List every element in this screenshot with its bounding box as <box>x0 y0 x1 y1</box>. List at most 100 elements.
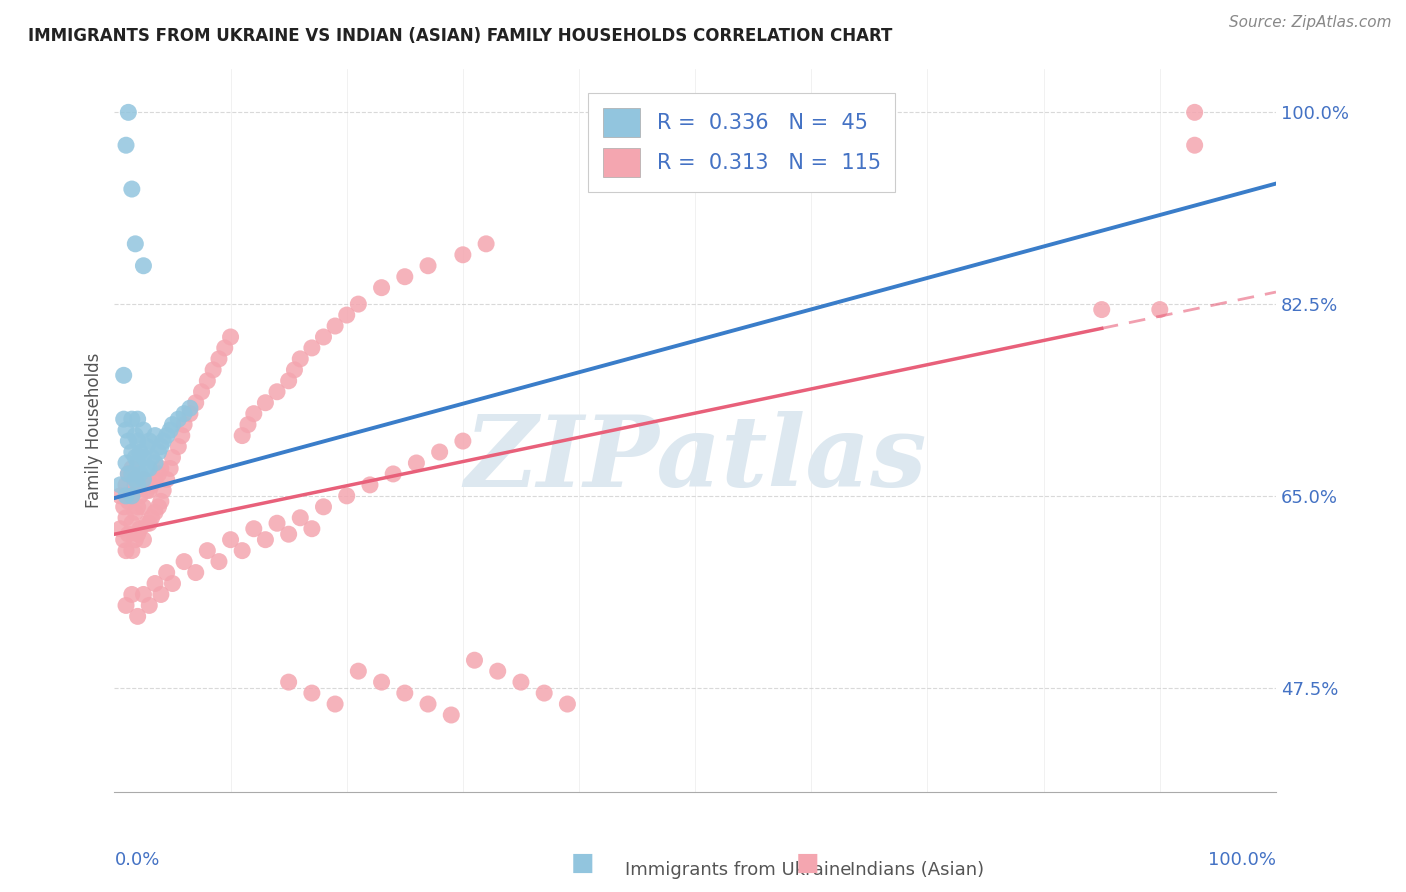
Point <box>117 105 139 120</box>
Point <box>121 489 143 503</box>
Point <box>124 236 146 251</box>
Point <box>219 330 242 344</box>
Point <box>323 697 346 711</box>
Point <box>115 478 138 492</box>
Point <box>231 543 253 558</box>
Point <box>179 407 201 421</box>
Point <box>127 500 149 514</box>
Text: ■: ■ <box>796 851 820 875</box>
Point <box>129 489 152 503</box>
Point <box>138 483 160 498</box>
Point <box>219 533 242 547</box>
Point <box>124 478 146 492</box>
Text: 0.0%: 0.0% <box>114 851 160 869</box>
Point <box>301 686 323 700</box>
Point <box>290 351 312 366</box>
Point <box>510 675 533 690</box>
Text: Indians (Asian): Indians (Asian) <box>849 861 984 879</box>
Point <box>159 423 181 437</box>
Point <box>121 587 143 601</box>
Point <box>110 489 132 503</box>
Point <box>115 489 138 503</box>
Point <box>429 445 451 459</box>
Point <box>124 505 146 519</box>
Point <box>301 341 323 355</box>
Point <box>121 543 143 558</box>
Point <box>214 341 236 355</box>
Point <box>463 653 485 667</box>
Point <box>132 259 155 273</box>
Point <box>138 434 160 448</box>
Point <box>127 412 149 426</box>
Point <box>162 417 184 432</box>
Point <box>202 363 225 377</box>
Point <box>277 675 299 690</box>
Text: Immigrants from Ukraine: Immigrants from Ukraine <box>624 861 851 879</box>
Point <box>121 412 143 426</box>
Point <box>170 428 193 442</box>
Point <box>173 417 195 432</box>
Point <box>148 445 170 459</box>
Point <box>115 510 138 524</box>
Point <box>124 472 146 486</box>
Point <box>254 533 277 547</box>
Point <box>149 461 172 475</box>
Point <box>184 395 207 409</box>
Point <box>121 461 143 475</box>
Point <box>440 708 463 723</box>
Point <box>179 401 201 416</box>
Point <box>156 472 179 486</box>
Point <box>190 384 212 399</box>
Point <box>138 461 160 475</box>
Point <box>370 280 392 294</box>
Text: IMMIGRANTS FROM UKRAINE VS INDIAN (ASIAN) FAMILY HOUSEHOLDS CORRELATION CHART: IMMIGRANTS FROM UKRAINE VS INDIAN (ASIAN… <box>28 27 893 45</box>
Point <box>121 467 143 481</box>
Point <box>124 450 146 465</box>
Point <box>129 445 152 459</box>
Point <box>149 587 172 601</box>
Point <box>382 467 405 481</box>
Point <box>112 500 135 514</box>
Point <box>557 697 579 711</box>
Point <box>195 374 218 388</box>
Point <box>347 297 370 311</box>
Point <box>121 445 143 459</box>
Point <box>115 543 138 558</box>
Point <box>451 434 474 448</box>
Point <box>266 384 288 399</box>
Point <box>112 412 135 426</box>
Point <box>136 440 159 454</box>
Point <box>162 450 184 465</box>
Point <box>149 440 172 454</box>
Point <box>117 527 139 541</box>
Point <box>156 428 179 442</box>
Point <box>132 472 155 486</box>
Point <box>231 428 253 442</box>
Point <box>129 467 152 481</box>
Point <box>394 686 416 700</box>
Point <box>336 308 359 322</box>
Point <box>117 467 139 481</box>
Point <box>132 587 155 601</box>
Point <box>208 351 231 366</box>
Point <box>156 566 179 580</box>
Point <box>173 555 195 569</box>
Point <box>451 248 474 262</box>
Point <box>162 576 184 591</box>
Point <box>416 259 439 273</box>
Point <box>117 467 139 481</box>
Point <box>266 516 288 531</box>
Point <box>132 472 155 486</box>
Point <box>167 412 190 426</box>
Point <box>370 675 392 690</box>
Point <box>127 434 149 448</box>
Text: 100.0%: 100.0% <box>1208 851 1277 869</box>
Point <box>208 555 231 569</box>
Point <box>312 330 335 344</box>
Point <box>115 423 138 437</box>
Y-axis label: Family Households: Family Households <box>86 352 103 508</box>
Point <box>138 516 160 531</box>
Point <box>301 522 323 536</box>
Point <box>127 478 149 492</box>
Text: ZIPatlas: ZIPatlas <box>464 411 927 508</box>
